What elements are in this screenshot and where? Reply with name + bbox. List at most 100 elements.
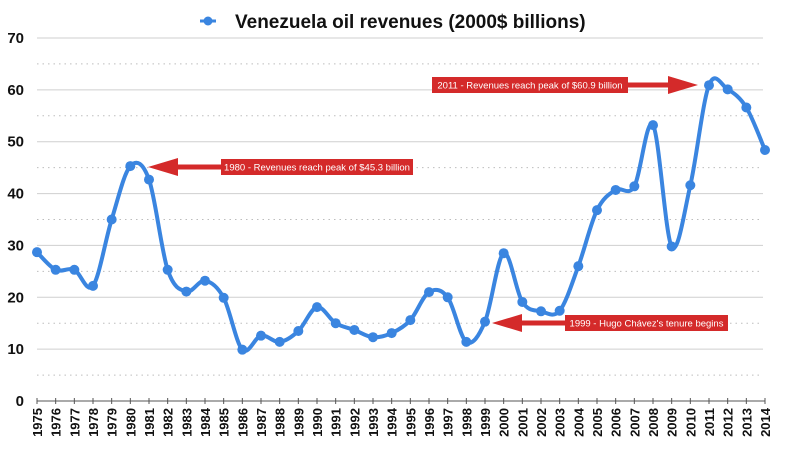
x-tick-label: 1983 [179,408,194,437]
y-tick-label: 0 [16,393,24,410]
x-tick-label: 1987 [254,408,269,437]
data-point [648,120,658,131]
x-tick-label: 2006 [609,408,624,437]
x-tick-label: 2007 [627,408,642,437]
x-tick-label: 2013 [739,408,754,437]
x-tick-label: 1977 [67,408,82,437]
legend: Venezuela oil revenues (2000$ billions) [200,12,586,33]
y-tick-label: 10 [7,341,24,358]
x-tick-label: 1993 [366,408,381,437]
annotation: 1999 - Hugo Chávez's tenure begins [492,314,728,332]
annotation-text: 2011 - Revenues reach peak of $60.9 bill… [437,81,622,92]
x-tick-label: 1988 [273,408,288,437]
annotation-text: 1999 - Hugo Chávez's tenure begins [570,319,724,330]
series-line [35,76,767,353]
series [32,76,770,355]
data-point [424,287,434,298]
x-tick-label: 1992 [347,408,362,437]
data-point [610,184,621,195]
data-point [666,241,677,252]
axes: 0 10 20 30 40 50 60 70 1975 1976 1977 1978 1979 1980 1… [7,30,773,437]
x-tick-label: 1982 [161,408,176,437]
data-point [50,264,61,275]
annotation-box [221,159,413,175]
annotation-arrow [628,76,698,94]
x-tick-label: 1998 [459,408,474,437]
x-tick-label: 1986 [235,408,250,437]
data-point [536,306,546,317]
x-tick-label: 1979 [105,408,120,437]
data-point [498,248,509,259]
x-tick-label: 1999 [478,408,493,437]
x-tick-label: 2004 [571,407,586,437]
x-tick-label: 1997 [441,408,456,437]
y-tick-label: 30 [7,237,24,254]
data-point [704,80,714,91]
x-tick-label: 2008 [646,408,661,437]
data-point [256,330,266,341]
annotation-arrow [148,158,221,176]
annotation-arrow [492,314,565,332]
data-point [125,161,136,172]
x-tick-label: 2014 [758,407,773,437]
data-point [237,344,248,355]
data-point [480,316,490,327]
x-tick-label: 1975 [30,408,45,437]
x-tick-label: 1995 [403,408,418,437]
x-tick-label: 2002 [534,408,549,437]
data-point [106,214,117,225]
x-tick-label: 1989 [291,408,306,437]
data-point [368,332,378,343]
data-point [405,315,416,326]
data-point [685,180,696,191]
x-tick-label: 2009 [665,408,680,437]
x-tick-label: 2011 [702,408,717,436]
x-tick-label: 2010 [683,408,698,437]
annotation-box [432,77,628,93]
data-point [330,318,341,329]
x-tick-label: 1978 [86,408,101,437]
y-tick-label: 70 [7,30,24,47]
chart-title: Venezuela oil revenues (2000$ billions) [235,12,586,33]
data-point [181,286,192,297]
annotation: 2011 - Revenues reach peak of $60.9 bill… [432,76,698,94]
data-point [461,336,472,347]
x-tick-label: 1976 [49,408,64,437]
data-point [69,264,80,275]
data-point [144,174,154,185]
annotations: 1980 - Revenues reach peak of $45.3 bill… [148,76,728,332]
x-tick-label: 2012 [721,408,736,437]
x-tick-label: 1991 [329,408,344,437]
x-tick-label: 2005 [590,408,605,437]
x-tick-label: 1984 [198,407,213,437]
grid [37,37,763,376]
legend-dot-marker [203,16,213,26]
annotation: 1980 - Revenues reach peak of $45.3 bill… [148,158,413,176]
x-tick-label: 1981 [142,408,157,437]
x-tick-label: 2000 [497,408,512,437]
y-tick-label: 50 [7,134,24,151]
data-point [573,261,584,272]
data-point [200,275,210,286]
data-point [162,264,173,275]
data-point [312,302,322,313]
data-point [218,292,229,303]
data-point [722,84,733,95]
x-tick-label: 1985 [217,408,232,437]
data-point [349,324,360,335]
x-tick-label: 1996 [422,408,437,437]
x-tick-label: 2003 [553,408,568,437]
data-point [592,205,602,216]
data-point [386,328,397,339]
y-tick-label: 20 [7,289,24,306]
data-point [88,280,98,291]
x-tick-label: 1990 [310,408,325,437]
data-point [517,296,528,307]
data-point [741,102,752,113]
y-tick-label: 40 [7,186,24,203]
data-point [442,292,453,303]
x-tick-label: 1980 [123,408,138,437]
data-point [554,305,565,316]
y-tick-label: 60 [7,82,24,99]
